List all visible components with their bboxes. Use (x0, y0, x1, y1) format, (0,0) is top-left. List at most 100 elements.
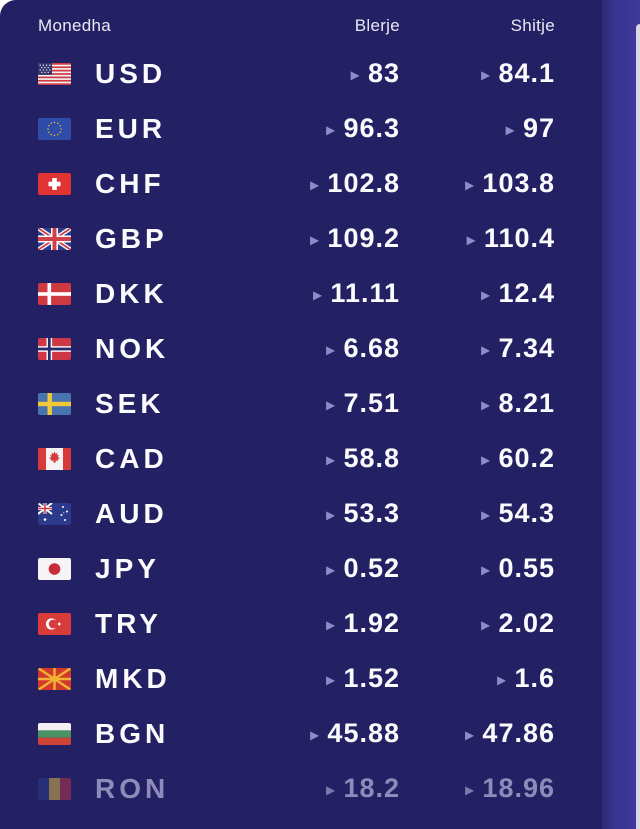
buy-rate-value: 7.51 (343, 388, 400, 418)
buy-rate-cell: ▸ 53.3 (230, 498, 400, 529)
dk-flag-icon (38, 282, 71, 305)
buy-rate-cell: ▸ 96.3 (230, 113, 400, 144)
sell-rate-cell: ▸ 12.4 (400, 278, 555, 309)
arrow-right-icon: ▸ (326, 782, 336, 799)
jp-flag-icon (38, 557, 71, 580)
buy-rate-value: 58.8 (343, 443, 400, 473)
currency-row-aud: AUD ▸ 53.3 ▸ 54.3 (0, 486, 602, 541)
arrow-right-icon: ▸ (465, 782, 475, 799)
eu-flag-icon (38, 117, 71, 140)
currency-code: SEK (95, 387, 165, 419)
arrow-right-icon: ▸ (481, 342, 491, 359)
tr-flag-icon (38, 612, 71, 635)
ro-flag-icon (38, 777, 71, 800)
rates-table-body: USD ▸ 83 ▸ 84.1 EUR ▸ 96.3 ▸ 97 CHF ▸ 102.8 ▸… (0, 46, 602, 816)
arrow-right-icon: ▸ (481, 617, 491, 634)
table-header: Monedha Blerje Shitje (0, 0, 602, 46)
buy-rate-value: 45.88 (327, 718, 400, 748)
sell-rate-cell: ▸ 0.55 (400, 553, 555, 584)
arrow-right-icon: ▸ (481, 287, 491, 304)
sell-rate-value: 97 (522, 113, 555, 143)
buy-rate-value: 96.3 (343, 113, 400, 143)
buy-rate-cell: ▸ 45.88 (230, 718, 400, 749)
currency-row-ron: RON ▸ 18.2 ▸ 18.96 (0, 761, 602, 816)
currency-row-cad: CAD ▸ 58.8 ▸ 60.2 (0, 431, 602, 486)
mk-flag-icon (38, 667, 71, 690)
page-background-strip (600, 0, 640, 829)
arrow-right-icon: ▸ (481, 562, 491, 579)
currency-code: RON (95, 772, 170, 804)
sell-rate-cell: ▸ 1.6 (400, 663, 555, 694)
sell-rate-cell: ▸ 84.1 (400, 58, 555, 89)
arrow-right-icon: ▸ (310, 727, 320, 744)
currency-code: CAD (95, 442, 168, 474)
arrow-right-icon: ▸ (505, 122, 515, 139)
arrow-right-icon: ▸ (465, 727, 475, 744)
currency-row-dkk: DKK ▸ 11.11 ▸ 12.4 (0, 266, 602, 321)
currency-row-eur: EUR ▸ 96.3 ▸ 97 (0, 101, 602, 156)
column-header-sell: Shitje (510, 16, 555, 35)
buy-rate-value: 18.2 (343, 773, 400, 803)
buy-rate-value: 109.2 (327, 223, 400, 253)
sell-rate-value: 84.1 (498, 58, 555, 88)
sell-rate-value: 8.21 (498, 388, 555, 418)
arrow-right-icon: ▸ (310, 177, 320, 194)
buy-rate-value: 83 (367, 58, 400, 88)
buy-rate-value: 102.8 (327, 168, 400, 198)
buy-rate-value: 1.92 (343, 608, 400, 638)
arrow-right-icon: ▸ (313, 287, 323, 304)
sell-rate-cell: ▸ 47.86 (400, 718, 555, 749)
column-header-buy: Blerje (354, 16, 400, 35)
buy-rate-cell: ▸ 83 (230, 58, 400, 89)
buy-rate-value: 53.3 (343, 498, 400, 528)
buy-rate-cell: ▸ 1.52 (230, 663, 400, 694)
buy-rate-cell: ▸ 102.8 (230, 168, 400, 199)
au-flag-icon (38, 502, 71, 525)
currency-code: NOK (95, 332, 170, 364)
sell-rate-value: 110.4 (483, 223, 555, 253)
column-header-currency: Monedha (38, 16, 111, 35)
arrow-right-icon: ▸ (481, 507, 491, 524)
arrow-right-icon: ▸ (326, 562, 336, 579)
adjacent-card-edge (636, 24, 640, 829)
currency-code: GBP (95, 222, 168, 254)
buy-rate-cell: ▸ 6.68 (230, 333, 400, 364)
currency-code: JPY (95, 552, 160, 584)
sell-rate-cell: ▸ 2.02 (400, 608, 555, 639)
arrow-right-icon: ▸ (326, 452, 336, 469)
buy-rate-value: 6.68 (343, 333, 400, 363)
sell-rate-cell: ▸ 110.4 (400, 223, 555, 254)
buy-rate-cell: ▸ 109.2 (230, 223, 400, 254)
arrow-right-icon: ▸ (466, 232, 476, 249)
sell-rate-value: 18.96 (482, 773, 555, 803)
currency-code: AUD (95, 497, 168, 529)
arrow-right-icon: ▸ (326, 342, 336, 359)
no-flag-icon (38, 337, 71, 360)
currency-code: TRY (95, 607, 162, 639)
arrow-right-icon: ▸ (481, 67, 491, 84)
buy-rate-value: 0.52 (343, 553, 400, 583)
currency-code: MKD (95, 662, 171, 694)
buy-rate-value: 11.11 (330, 278, 400, 308)
currency-row-gbp: GBP ▸ 109.2 ▸ 110.4 (0, 211, 602, 266)
currency-row-bgn: BGN ▸ 45.88 ▸ 47.86 (0, 706, 602, 761)
ch-flag-icon (38, 172, 71, 195)
sell-rate-value: 2.02 (498, 608, 555, 638)
us-flag-icon (38, 62, 71, 85)
sell-rate-cell: ▸ 103.8 (400, 168, 555, 199)
sell-rate-value: 7.34 (498, 333, 555, 363)
arrow-right-icon: ▸ (481, 397, 491, 414)
exchange-rates-card: Monedha Blerje Shitje USD ▸ 83 ▸ 84.1 EUR … (0, 0, 602, 829)
sell-rate-value: 0.55 (498, 553, 555, 583)
currency-row-try: TRY ▸ 1.92 ▸ 2.02 (0, 596, 602, 651)
buy-rate-cell: ▸ 1.92 (230, 608, 400, 639)
se-flag-icon (38, 392, 71, 415)
currency-row-nok: NOK ▸ 6.68 ▸ 7.34 (0, 321, 602, 376)
arrow-right-icon: ▸ (326, 507, 336, 524)
arrow-right-icon: ▸ (497, 672, 507, 689)
sell-rate-cell: ▸ 54.3 (400, 498, 555, 529)
buy-rate-cell: ▸ 18.2 (230, 773, 400, 804)
arrow-right-icon: ▸ (465, 177, 475, 194)
sell-rate-value: 54.3 (498, 498, 555, 528)
currency-code: CHF (95, 167, 165, 199)
